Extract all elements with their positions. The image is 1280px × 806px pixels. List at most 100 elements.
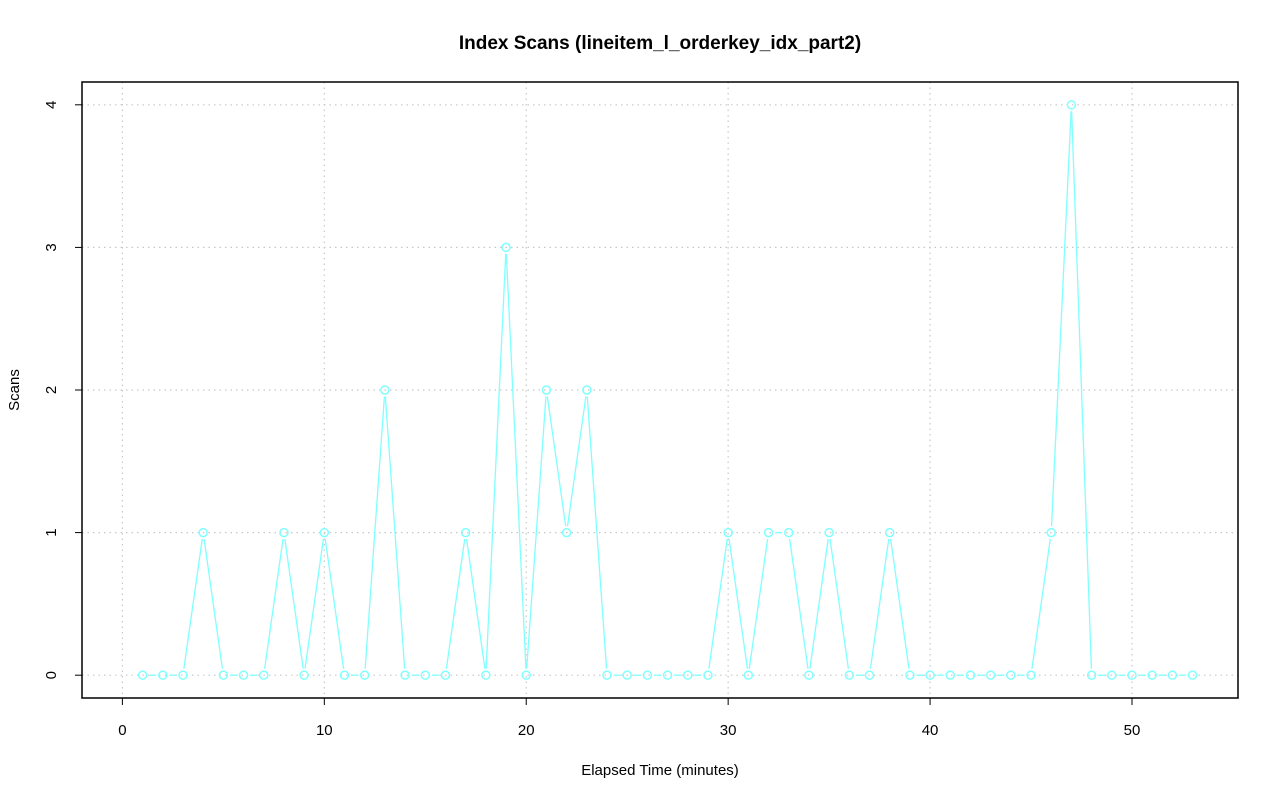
y-axis-label: Scans [6, 369, 23, 411]
data-point [380, 385, 390, 395]
data-point [945, 670, 956, 680]
data-point [299, 670, 309, 680]
series-line-segment [708, 538, 728, 669]
y-tick-label: 3 [43, 243, 60, 251]
data-point [925, 670, 935, 680]
data-point [602, 670, 612, 680]
data-point [1006, 670, 1016, 680]
data-point [561, 527, 572, 538]
data-point [723, 527, 733, 538]
series-line-segment [869, 538, 890, 669]
series-line-segment [889, 538, 910, 669]
data-point [763, 527, 774, 538]
data-point [238, 670, 249, 680]
series-line-segment [505, 253, 527, 669]
x-tick-label: 30 [720, 722, 737, 739]
data-point [743, 670, 754, 680]
data-point [965, 670, 976, 680]
series-line-segment [809, 538, 829, 669]
data-point [460, 527, 471, 538]
data-point [541, 385, 552, 395]
data-point [884, 527, 895, 538]
series-line-segment [284, 538, 304, 669]
data-point [662, 670, 673, 680]
series-line-segment [465, 538, 486, 669]
data-point [400, 670, 410, 680]
data-point [783, 527, 794, 538]
x-tick-label: 0 [118, 722, 126, 739]
data-point [844, 670, 855, 680]
data-point [218, 670, 229, 680]
series-line-segment [1070, 111, 1093, 669]
series-line-segment [485, 253, 507, 669]
series-line-segment [324, 538, 345, 669]
y-tick-label: 0 [43, 671, 60, 679]
series-line-segment [526, 396, 547, 669]
series-line-segment [1031, 538, 1051, 669]
data-point [703, 670, 713, 680]
series-line-segment [566, 396, 587, 527]
data-point [1046, 527, 1056, 538]
data-point [1187, 670, 1198, 680]
y-tick-label: 2 [43, 386, 60, 394]
series-line-segment [304, 538, 325, 669]
x-tick-label: 40 [922, 722, 939, 739]
data-point [258, 670, 269, 680]
data-point [683, 670, 693, 680]
y-tick-label: 1 [43, 528, 60, 536]
data-point [359, 670, 370, 680]
data-point [582, 385, 592, 395]
x-axis-label: Elapsed Time (minutes) [581, 762, 739, 779]
series-line-segment [364, 396, 386, 669]
series-line-segment [445, 538, 466, 669]
data-point [1147, 670, 1157, 680]
series-line-segment [1050, 111, 1072, 527]
data-point [137, 670, 148, 680]
data-point [178, 670, 188, 680]
series-line-segment [183, 538, 203, 669]
series-line-segment [203, 538, 224, 669]
data-point [824, 527, 834, 538]
series-line-segment [728, 538, 749, 669]
series-line-segment [384, 396, 406, 669]
y-tick-label: 4 [43, 101, 60, 109]
x-tick-label: 20 [518, 722, 535, 739]
data-point [1026, 670, 1036, 680]
data-point [1107, 670, 1117, 680]
x-tick-label: 10 [316, 722, 333, 739]
data-point [1066, 100, 1077, 110]
data-point [804, 670, 814, 680]
chart-title: Index Scans (lineitem_l_orderkey_idx_par… [459, 33, 861, 54]
data-point [864, 670, 875, 680]
data-point [985, 670, 996, 680]
series-line-segment [263, 538, 284, 669]
data-point [440, 670, 451, 680]
series-line-segment [788, 538, 809, 669]
data-point [158, 670, 168, 680]
series-line-segment [829, 538, 850, 669]
data-point [339, 670, 350, 680]
data-point [622, 670, 632, 680]
axes: 0 10 20 30 40 50 0 1 2 3 4 [43, 101, 1140, 739]
x-tick-label: 50 [1124, 722, 1141, 739]
data-point [481, 670, 491, 680]
series-layer [137, 100, 1198, 680]
data-point [501, 242, 511, 253]
data-point [1086, 670, 1097, 680]
series-line-segment [748, 538, 769, 669]
data-point [905, 670, 915, 680]
grid [82, 82, 1238, 698]
data-point [279, 527, 289, 538]
data-point [642, 670, 653, 680]
data-point [420, 670, 431, 680]
series-line-segment [586, 396, 608, 669]
data-point [319, 527, 330, 538]
data-point [521, 670, 531, 680]
series-line-segment [546, 396, 567, 527]
data-point [198, 527, 208, 538]
data-point [1127, 670, 1137, 680]
data-point [1167, 670, 1178, 680]
